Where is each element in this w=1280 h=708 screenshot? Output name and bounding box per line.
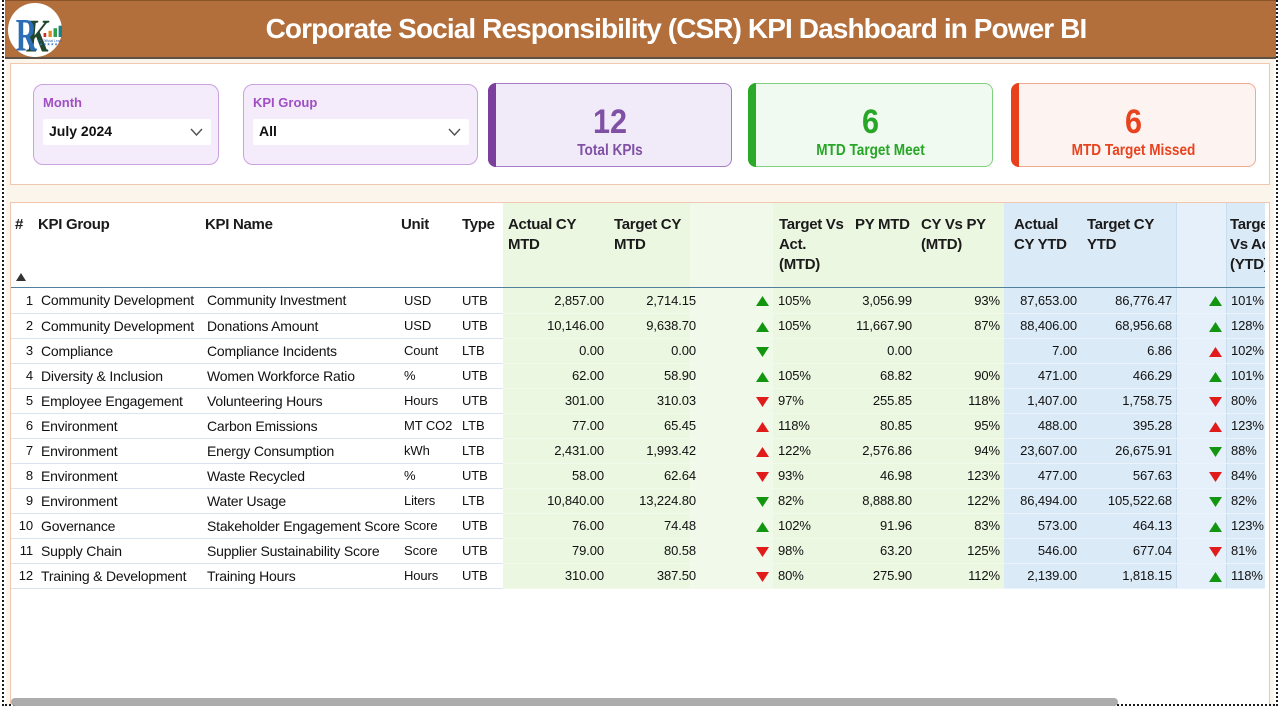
svg-text:K: K: [25, 11, 53, 57]
svg-text:★★★★★: ★★★★★: [39, 42, 58, 47]
svg-text:An Official Learn: An Official Learn: [38, 39, 62, 43]
svg-text:R: R: [16, 10, 38, 57]
